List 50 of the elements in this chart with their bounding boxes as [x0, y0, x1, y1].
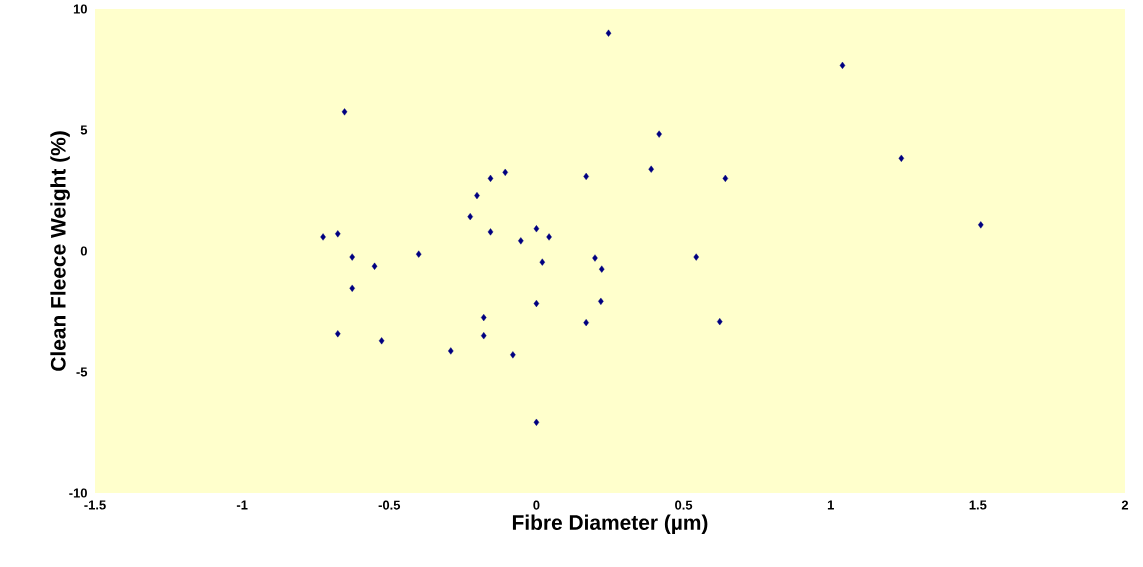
x-tick-label: 0.5 — [675, 500, 693, 510]
x-tick-label: -1 — [236, 500, 248, 510]
y-axis-title: Clean Fleece Weight (%) — [50, 131, 70, 371]
point — [341, 108, 348, 116]
y-tick-label: 10 — [73, 4, 87, 14]
point — [518, 237, 524, 245]
point — [605, 29, 612, 37]
x-axis-title: Fibre Diameter (µm) — [512, 514, 708, 535]
point — [378, 337, 385, 345]
point — [648, 165, 654, 173]
point — [349, 253, 355, 261]
point — [335, 230, 341, 238]
point — [502, 168, 508, 176]
x-tick-label: 1 — [827, 500, 834, 510]
y-tick-label: 0 — [80, 246, 87, 256]
point — [599, 265, 605, 273]
point — [693, 253, 699, 261]
point — [533, 418, 540, 426]
y-tick-label: 5 — [80, 125, 88, 135]
point — [415, 250, 422, 258]
point — [592, 254, 598, 262]
point — [349, 284, 355, 292]
point — [335, 330, 341, 338]
point — [533, 225, 540, 233]
x-tick-label: 2 — [1121, 500, 1129, 510]
point — [533, 299, 540, 308]
point — [839, 61, 846, 69]
y-tick-label: -10 — [69, 488, 87, 498]
point — [487, 228, 494, 236]
point — [539, 258, 546, 266]
point — [656, 130, 662, 138]
point — [320, 233, 326, 241]
point — [546, 233, 552, 241]
point — [598, 297, 604, 305]
point — [510, 351, 516, 359]
x-tick-label: 1.5 — [969, 500, 987, 510]
y-tick-label: -5 — [76, 367, 88, 377]
point — [717, 318, 723, 326]
point — [448, 347, 454, 355]
x-tick-label: -0.5 — [378, 500, 401, 510]
point — [898, 154, 905, 162]
point — [978, 221, 984, 229]
x-tick-label: 0 — [533, 500, 540, 510]
x-tick-label: -1.5 — [84, 500, 106, 510]
point — [722, 174, 729, 182]
point — [481, 332, 487, 340]
point — [487, 174, 494, 182]
point — [583, 319, 589, 327]
point — [371, 262, 378, 270]
point — [467, 213, 473, 221]
